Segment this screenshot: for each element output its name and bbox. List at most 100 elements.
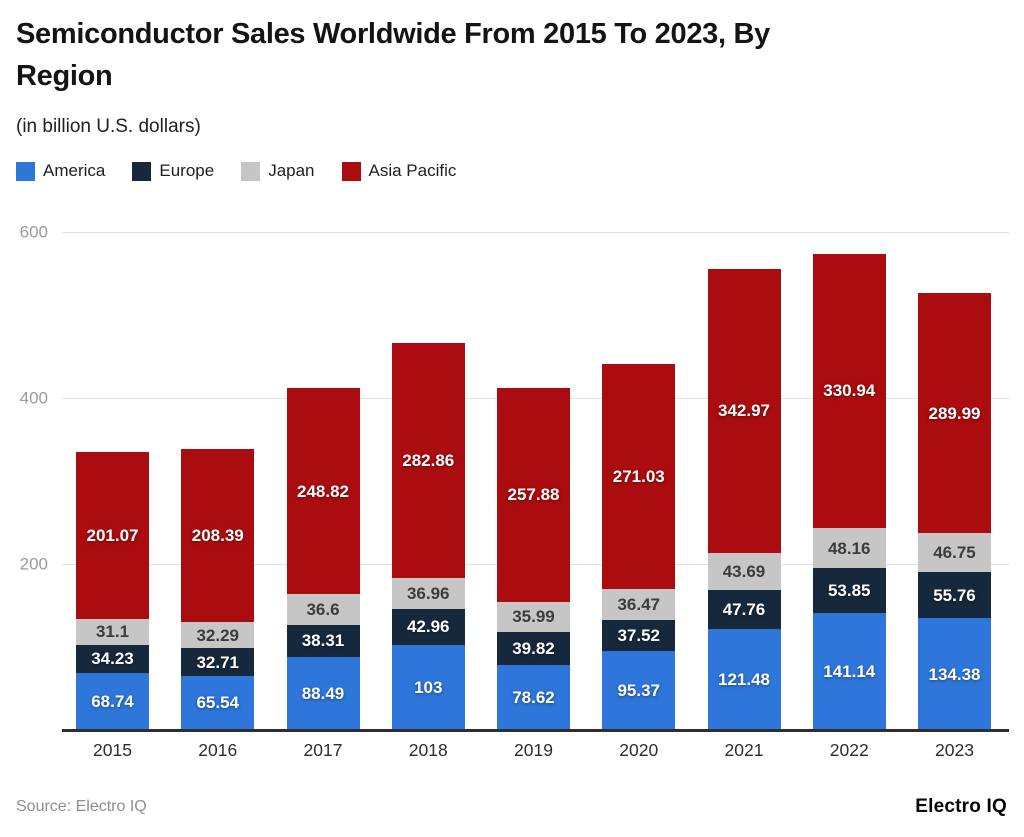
value-label-2018-asia-pacific: 282.86 — [402, 451, 455, 471]
value-label-2023-japan: 46.75 — [933, 543, 976, 563]
bar-2022-asia-pacific: 330.94 — [812, 253, 886, 529]
chart-title: Semiconductor Sales Worldwide From 2015 … — [16, 18, 770, 92]
chart-subtitle: (in billion U.S. dollars) — [16, 116, 201, 137]
x-axis-label-2020: 2020 — [619, 740, 659, 760]
value-label-2023-america: 134.38 — [928, 664, 981, 684]
value-label-2023-asia-pacific: 289.99 — [928, 403, 981, 423]
value-label-2019-asia-pacific: 257.88 — [507, 485, 560, 505]
bar-2022-japan: 48.16 — [812, 528, 886, 569]
bar-2020-europe: 37.52 — [602, 619, 676, 651]
bar-2018-america: 103 — [391, 644, 465, 730]
x-axis-label-2016: 2016 — [198, 740, 238, 760]
value-label-2017-europe: 38.31 — [301, 631, 345, 651]
y-axis-label-400: 400 — [19, 388, 48, 408]
legend-label-japan: Japan — [268, 161, 315, 180]
source-text: Source: Electro IQ — [16, 798, 147, 815]
value-label-2021-europe: 47.76 — [722, 599, 766, 619]
bar-2020-japan: 36.47 — [602, 589, 676, 620]
legend-swatch-europe — [132, 161, 152, 181]
value-label-2023-europe: 55.76 — [933, 585, 976, 605]
x-axis-label-2017: 2017 — [303, 740, 343, 760]
bar-2021-japan: 43.69 — [707, 553, 781, 590]
bar-2022: 330.94 48.16 53.85 141.14 — [812, 232, 886, 730]
bar-2023-europe: 55.76 — [918, 572, 991, 619]
value-label-2017-japan: 36.6 — [306, 600, 340, 620]
value-label-2015-asia-pacific: 201.07 — [86, 525, 139, 545]
value-label-2016-america: 65.54 — [196, 693, 240, 713]
legend: America Europe Japan Asia Pacific — [16, 161, 456, 181]
value-label-2015-america: 68.74 — [91, 691, 134, 711]
bar-2016: 208.39 32.29 32.71 65.54 — [181, 232, 255, 730]
bar-2016-japan: 32.29 — [181, 621, 255, 649]
value-label-2022-asia-pacific: 330.94 — [823, 381, 876, 401]
bar-2015: 201.07 31.1 34.23 68.74 — [76, 232, 149, 730]
value-label-2018-america: 103 — [414, 677, 443, 697]
legend-label-asia-pacific: Asia Pacific — [368, 161, 457, 180]
value-label-2019-europe: 39.82 — [512, 638, 555, 658]
bar-2015-europe: 34.23 — [76, 644, 149, 673]
bar-2017-europe: 38.31 — [286, 624, 360, 657]
x-axis-label-2015: 2015 — [93, 740, 132, 760]
value-label-2022-japan: 48.16 — [827, 538, 871, 558]
value-label-2021-america: 121.48 — [718, 670, 770, 690]
y-axis-label-200: 200 — [19, 554, 48, 574]
legend-label-america: America — [43, 161, 106, 180]
bar-2015-america: 68.74 — [76, 672, 149, 730]
x-axis-label-2023: 2023 — [935, 740, 974, 760]
bar-2019-america: 78.62 — [497, 664, 570, 730]
bar-2018: 282.86 36.96 42.96 103 — [391, 232, 465, 730]
value-label-2022-europe: 53.85 — [827, 581, 871, 601]
bar-2017-japan: 36.6 — [286, 594, 360, 625]
x-axis: 2015 2016 2017 2018 2019 2020 2021 2022 2023 — [62, 740, 1009, 761]
bar-2019-asia-pacific: 257.88 — [497, 387, 570, 602]
value-label-2016-europe: 32.71 — [196, 652, 240, 672]
value-label-2020-japan: 36.47 — [617, 595, 661, 615]
legend-item-europe: Europe — [132, 161, 214, 181]
value-label-2017-asia-pacific: 248.82 — [297, 481, 349, 501]
bar-2023-japan: 46.75 — [918, 533, 991, 573]
value-label-2021-japan: 43.69 — [722, 561, 766, 581]
bar-2020-america: 95.37 — [602, 650, 676, 730]
value-label-2021-asia-pacific: 342.97 — [718, 401, 770, 421]
bar-2019-japan: 35.99 — [497, 601, 570, 632]
value-label-2016-japan: 32.29 — [196, 625, 240, 645]
value-label-2019-japan: 35.99 — [512, 607, 555, 627]
bar-2016-europe: 32.71 — [181, 648, 255, 676]
value-label-2019-america: 78.62 — [512, 687, 555, 707]
bar-2018-asia-pacific: 282.86 — [391, 343, 465, 579]
bar-2022-europe: 53.85 — [812, 568, 886, 613]
bar-2021: 342.97 43.69 47.76 121.48 — [707, 232, 781, 730]
bar-2018-europe: 42.96 — [391, 608, 465, 645]
bar-2016-america: 65.54 — [181, 675, 255, 730]
bar-2016-asia-pacific: 208.39 — [181, 448, 255, 622]
legend-swatch-japan — [241, 161, 261, 181]
bar-2023: 289.99 46.75 55.76 134.38 — [918, 232, 991, 730]
brand-logo: Electro IQ — [915, 796, 1007, 817]
legend-item-japan: Japan — [241, 161, 315, 181]
value-label-2018-japan: 36.96 — [406, 584, 450, 604]
bar-2023-america: 134.38 — [918, 618, 991, 730]
bar-2020-asia-pacific: 271.03 — [602, 364, 676, 590]
legend-swatch-asia-pacific — [341, 161, 361, 181]
gridline-600 — [62, 232, 1009, 233]
value-label-2016-asia-pacific: 208.39 — [191, 525, 244, 545]
bar-2021-asia-pacific: 342.97 — [707, 268, 781, 554]
x-axis-label-2018: 2018 — [408, 740, 448, 760]
bar-2023-asia-pacific: 289.99 — [918, 292, 991, 534]
bar-2017-america: 88.49 — [286, 656, 360, 730]
plot-area: 201.07 31.1 34.23 68.74 208.39 32.29 32.71 65.5… — [62, 232, 1009, 732]
x-axis-label-2021: 2021 — [724, 740, 764, 760]
bar-2018-japan: 36.96 — [391, 578, 465, 609]
bar-2015-japan: 31.1 — [76, 618, 149, 645]
bar-2015-asia-pacific: 201.07 — [76, 451, 149, 619]
x-axis-label-2022: 2022 — [829, 740, 869, 760]
value-label-2020-america: 95.37 — [617, 680, 661, 700]
value-label-2020-asia-pacific: 271.03 — [612, 467, 665, 487]
bar-2017-asia-pacific: 248.82 — [286, 387, 360, 595]
bar-2017: 248.82 36.6 38.31 88.49 — [286, 232, 360, 730]
value-label-2015-europe: 34.23 — [91, 649, 134, 669]
legend-item-america: America — [16, 161, 105, 181]
legend-item-asia-pacific: Asia Pacific — [341, 161, 457, 181]
bar-2020: 271.03 36.47 37.52 95.37 — [602, 232, 676, 730]
